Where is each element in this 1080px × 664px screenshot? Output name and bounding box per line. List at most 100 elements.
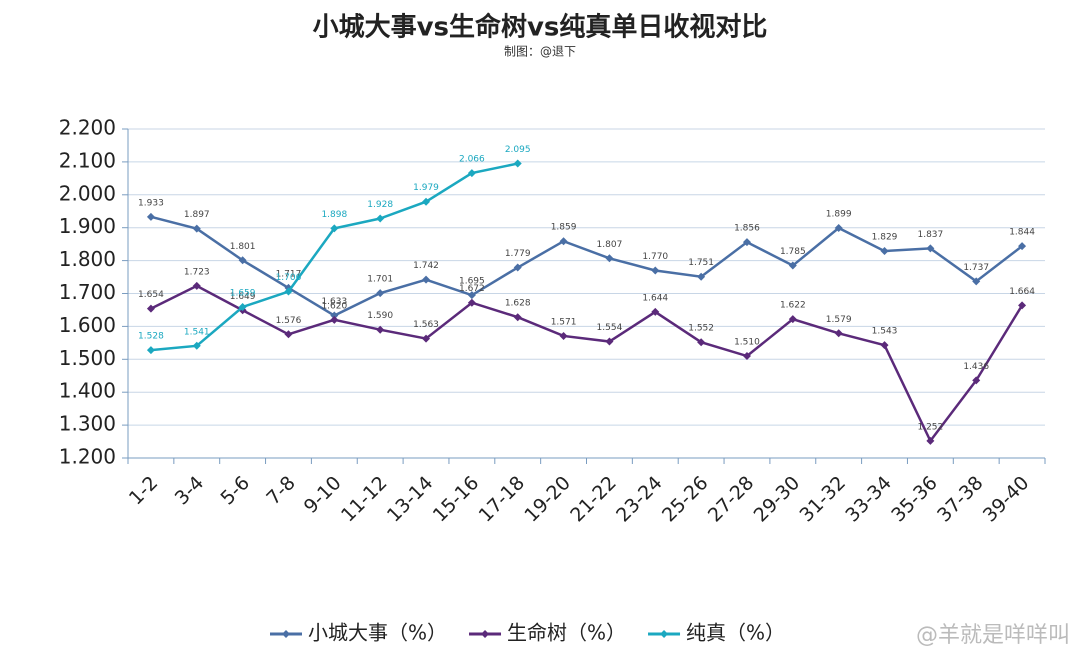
- data-label: 1.807: [597, 240, 623, 250]
- data-label: 1.644: [642, 293, 668, 303]
- point-marker: [330, 224, 339, 233]
- x-tick-label: 13-14: [383, 472, 438, 527]
- point-marker: [146, 212, 155, 221]
- y-tick-label: 1.800: [59, 247, 116, 271]
- legend-label: 生命树（%）: [507, 621, 626, 645]
- point-marker: [880, 247, 889, 256]
- data-label: 1.622: [780, 301, 806, 311]
- x-tick-label: 7-8: [262, 472, 300, 510]
- data-label: 1.979: [413, 183, 439, 193]
- point-marker: [376, 325, 385, 334]
- point-marker: [742, 352, 751, 361]
- data-label: 1.751: [688, 258, 714, 268]
- data-label: 1.552: [688, 324, 714, 334]
- x-tick-label: 21-22: [566, 472, 621, 527]
- x-tick-label: 11-12: [337, 472, 392, 527]
- point-marker: [146, 346, 155, 355]
- point-marker: [788, 261, 797, 270]
- data-label: 2.095: [505, 145, 531, 155]
- point-marker: [513, 159, 522, 168]
- point-marker: [467, 291, 476, 300]
- x-tick-label: 3-4: [171, 472, 209, 510]
- data-label: 1.620: [321, 301, 347, 311]
- data-label: 1.844: [1009, 228, 1035, 238]
- data-label: 1.590: [367, 311, 393, 321]
- data-label: 1.695: [459, 277, 485, 287]
- data-label: 1.737: [963, 263, 989, 273]
- chart-title: 小城大事vs生命树vs纯真单日收视对比: [313, 12, 768, 43]
- data-label: 1.928: [367, 200, 393, 210]
- data-label: 1.706: [276, 273, 302, 283]
- chart-subtitle: 制图：@退下: [504, 45, 576, 59]
- data-label: 1.252: [917, 422, 943, 432]
- data-label: 1.543: [872, 327, 898, 337]
- series-line: [150, 215, 1023, 317]
- data-label: 1.897: [184, 210, 210, 220]
- data-label: 1.576: [276, 316, 302, 326]
- series-line: [150, 284, 1024, 444]
- point-marker: [192, 281, 201, 290]
- x-tick-label: 5-6: [217, 472, 255, 510]
- point-marker: [238, 302, 247, 311]
- data-label: 1.628: [505, 299, 531, 309]
- data-label: 1.554: [597, 323, 623, 333]
- data-label: 1.717: [276, 269, 302, 279]
- x-tick-label: 19-20: [520, 472, 575, 527]
- x-tick-label: 33-34: [841, 472, 896, 527]
- legend-marker: [481, 630, 490, 638]
- data-label: 1.701: [367, 275, 393, 285]
- data-label: 1.563: [413, 320, 439, 330]
- point-marker: [513, 263, 522, 272]
- x-tick-label: 17-18: [475, 472, 530, 527]
- data-label: 1.672: [459, 284, 485, 294]
- point-marker: [559, 237, 568, 246]
- data-label: 1.654: [138, 290, 164, 300]
- data-label: 1.579: [826, 315, 852, 325]
- point-marker: [972, 376, 981, 385]
- y-tick-label: 2.200: [59, 116, 116, 140]
- data-label: 1.528: [138, 332, 164, 342]
- legend-label: 小城大事（%）: [308, 621, 447, 645]
- point-marker: [880, 341, 889, 350]
- data-label: 1.436: [963, 362, 989, 372]
- y-tick-label: 1.200: [59, 445, 116, 469]
- point-marker: [1018, 301, 1027, 310]
- point-marker: [146, 304, 155, 313]
- y-tick-label: 1.500: [59, 346, 116, 370]
- y-tick-label: 2.000: [59, 181, 116, 205]
- x-tick-label: 23-24: [612, 472, 667, 527]
- data-label: 1.633: [321, 297, 347, 307]
- x-tick-label: 31-32: [795, 472, 850, 527]
- x-tick-label: 1-2: [125, 472, 163, 510]
- data-label: 1.571: [551, 317, 577, 327]
- y-tick-label: 1.900: [59, 214, 116, 238]
- point-marker: [330, 311, 339, 320]
- point-marker: [330, 315, 339, 324]
- x-tick-label: 27-28: [704, 472, 759, 527]
- x-tick-label: 37-38: [933, 472, 988, 527]
- point-marker: [284, 330, 293, 339]
- x-tick-label: 29-30: [750, 472, 805, 527]
- data-label: 1.659: [230, 288, 256, 298]
- y-tick-label: 1.600: [59, 313, 116, 337]
- point-marker: [422, 275, 431, 284]
- point-marker: [422, 334, 431, 343]
- x-tick-label: 39-40: [979, 472, 1034, 527]
- data-label: 1.510: [734, 338, 760, 348]
- data-label: 2.066: [459, 155, 485, 165]
- data-label: 1.649: [230, 292, 256, 302]
- point-marker: [376, 214, 385, 223]
- data-label: 1.859: [551, 223, 577, 233]
- point-marker: [651, 266, 660, 275]
- y-tick-label: 1.700: [59, 280, 116, 304]
- point-marker: [238, 256, 247, 265]
- data-label: 1.829: [872, 233, 898, 243]
- point-marker: [605, 254, 614, 263]
- x-tick-label: 15-16: [429, 472, 484, 527]
- data-label: 1.742: [413, 261, 439, 271]
- point-marker: [192, 341, 201, 350]
- legend-marker: [660, 630, 669, 638]
- point-marker: [926, 436, 935, 445]
- data-label: 1.664: [1009, 287, 1035, 297]
